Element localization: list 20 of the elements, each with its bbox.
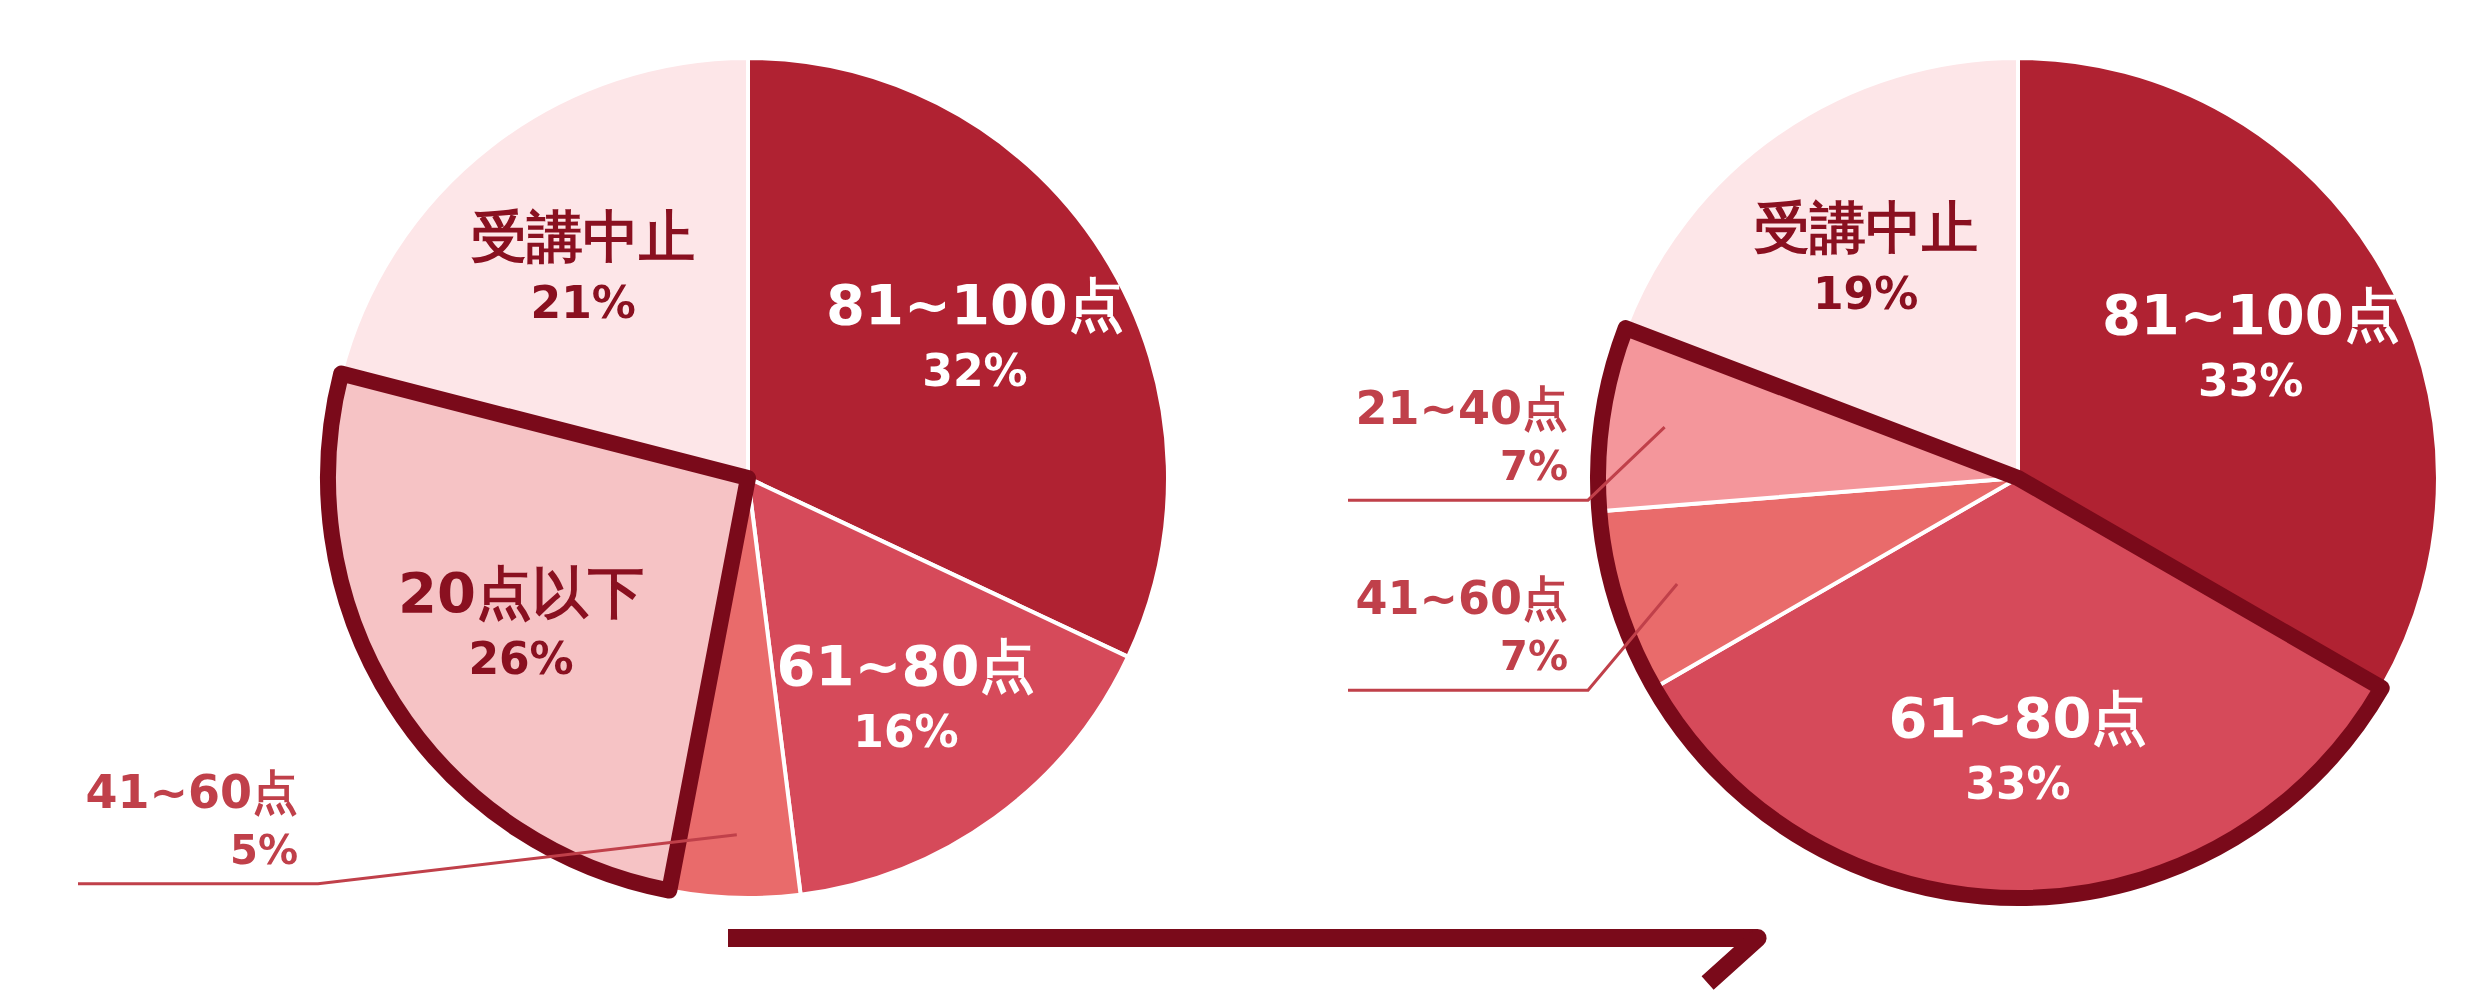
data-label: 33% [1965, 757, 2071, 809]
data-label: 32% [922, 344, 1028, 396]
slice-label: 41~60点 [85, 764, 298, 819]
slice-label: 41~60点 [1355, 571, 1568, 626]
slice-label: 21~40点 [1355, 381, 1568, 436]
data-label: 5% [230, 826, 298, 873]
slice-label: 81~100点 [826, 271, 1124, 337]
data-label: 33% [2198, 354, 2304, 406]
slice-label: 61~80点 [1888, 684, 2148, 750]
slice-label: 81~100点 [2101, 281, 2400, 347]
slice-label: 61~80点 [776, 633, 1036, 699]
data-label: 16% [853, 706, 959, 758]
data-label: 7% [1500, 633, 1568, 680]
data-label: 7% [1500, 443, 1568, 490]
slice-label: 20点以下 [398, 560, 645, 626]
data-label: 21% [530, 276, 636, 328]
slice-label: 受講中止 [471, 203, 696, 269]
data-label: 26% [468, 633, 574, 685]
slice-label: 受講中止 [1753, 194, 1978, 260]
data-label: 19% [1812, 267, 1919, 319]
